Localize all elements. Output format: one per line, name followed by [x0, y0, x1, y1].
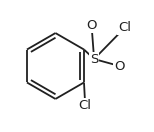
Text: Cl: Cl	[118, 22, 131, 34]
Text: O: O	[114, 60, 125, 72]
Text: O: O	[86, 19, 97, 32]
Text: Cl: Cl	[79, 99, 92, 112]
Text: S: S	[90, 53, 98, 65]
